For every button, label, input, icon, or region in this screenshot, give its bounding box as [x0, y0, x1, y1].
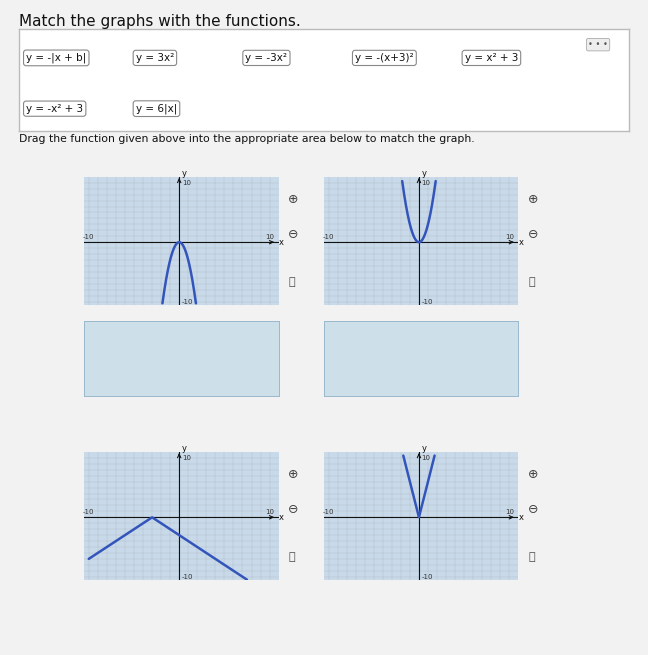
Text: ⊖: ⊖	[288, 228, 299, 241]
Text: • • •: • • •	[588, 40, 608, 49]
Text: 10: 10	[422, 179, 431, 186]
Text: -10: -10	[323, 509, 334, 515]
Text: 10: 10	[422, 455, 431, 461]
Text: -10: -10	[83, 509, 95, 515]
Text: y: y	[422, 169, 426, 178]
Text: x: x	[518, 513, 524, 522]
Text: ⧉: ⧉	[288, 552, 295, 562]
Text: -10: -10	[182, 574, 193, 580]
Text: ⊖: ⊖	[288, 503, 299, 516]
Text: y: y	[182, 169, 187, 178]
Text: y = 3x²: y = 3x²	[136, 53, 174, 63]
Text: x: x	[279, 238, 284, 247]
Text: ⊕: ⊕	[288, 468, 299, 481]
Text: 10: 10	[265, 509, 274, 515]
Text: ⧉: ⧉	[528, 276, 535, 287]
Text: Match the graphs with the functions.: Match the graphs with the functions.	[19, 14, 301, 29]
Text: y = -(x+3)²: y = -(x+3)²	[355, 53, 413, 63]
Text: 10: 10	[265, 234, 274, 240]
Text: ⊖: ⊖	[528, 228, 538, 241]
Text: ⊕: ⊕	[288, 193, 299, 206]
Text: -10: -10	[182, 299, 193, 305]
Text: y: y	[422, 444, 426, 453]
Text: y: y	[182, 444, 187, 453]
Text: 10: 10	[505, 509, 514, 515]
Text: y = 6|x|: y = 6|x|	[136, 103, 177, 114]
Text: y = -x² + 3: y = -x² + 3	[26, 103, 83, 114]
Text: -10: -10	[422, 299, 433, 305]
Text: y = -3x²: y = -3x²	[246, 53, 288, 63]
Text: x: x	[518, 238, 524, 247]
Text: 10: 10	[182, 455, 191, 461]
Text: y = x² + 3: y = x² + 3	[465, 53, 518, 63]
Text: ⧉: ⧉	[528, 552, 535, 562]
Text: ⧉: ⧉	[288, 276, 295, 287]
Text: y = -|x + b|: y = -|x + b|	[26, 52, 86, 63]
Text: ⊕: ⊕	[528, 468, 538, 481]
Text: ⊕: ⊕	[528, 193, 538, 206]
Text: Drag the function given above into the appropriate area below to match the graph: Drag the function given above into the a…	[19, 134, 475, 144]
Text: -10: -10	[422, 574, 433, 580]
Text: 10: 10	[182, 179, 191, 186]
Text: x: x	[279, 513, 284, 522]
Text: -10: -10	[83, 234, 95, 240]
Text: 10: 10	[505, 234, 514, 240]
Text: -10: -10	[323, 234, 334, 240]
Text: ⊖: ⊖	[528, 503, 538, 516]
